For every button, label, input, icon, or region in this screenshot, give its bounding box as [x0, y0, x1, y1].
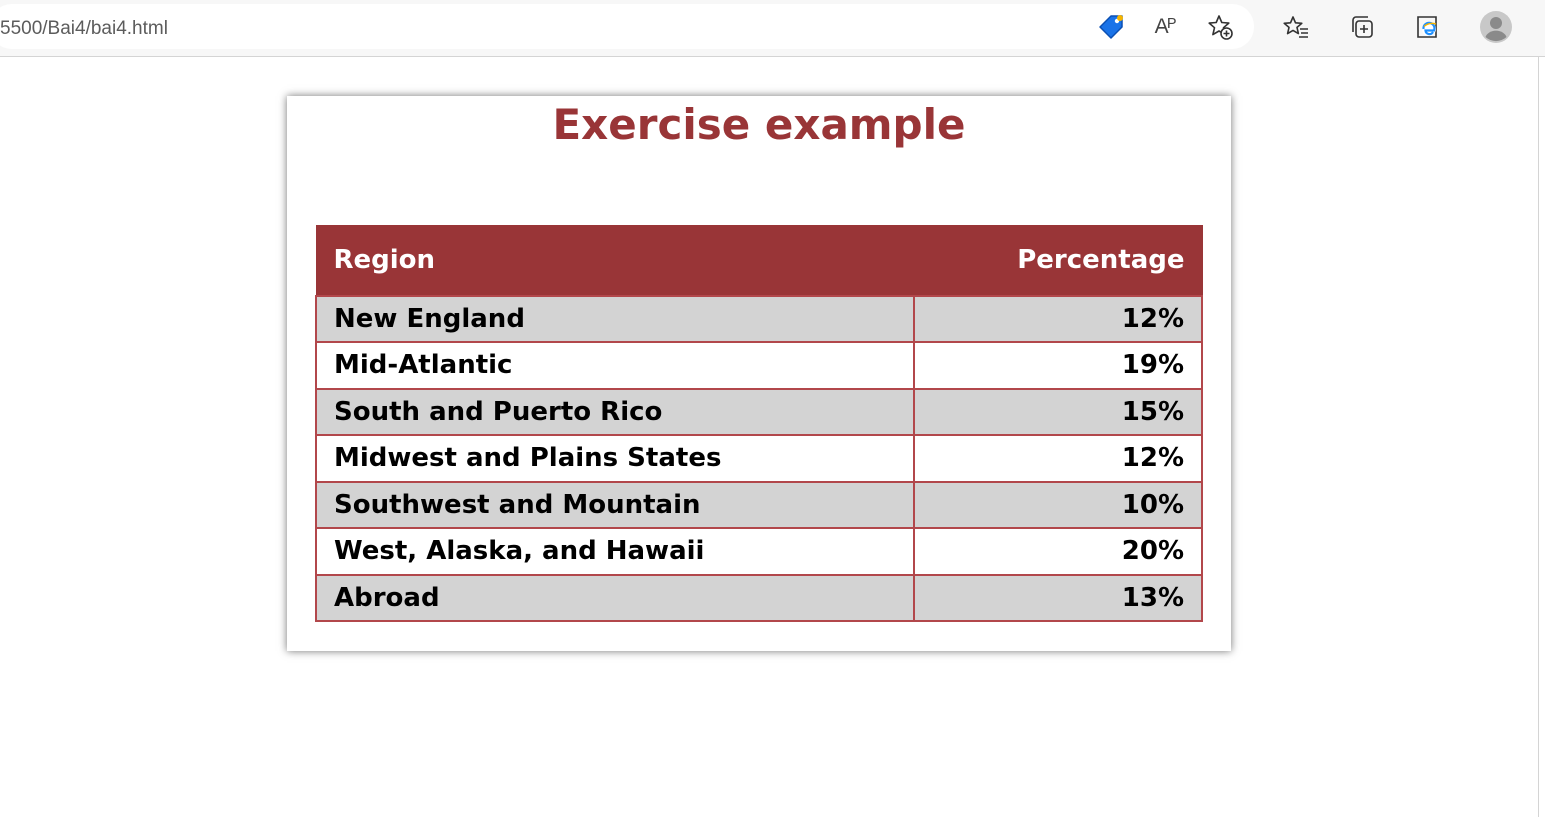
- region-cell: South and Puerto Rico: [315, 387, 915, 436]
- percentage-cell: 19%: [913, 341, 1203, 390]
- address-bar[interactable]: 5500/Bai4/bai4.html: [0, 4, 1254, 49]
- table-row: New England 12%: [315, 294, 1203, 343]
- table-row: Mid-Atlantic 19%: [315, 341, 1203, 390]
- collections-icon[interactable]: [1345, 10, 1379, 44]
- percentage-cell: 13%: [913, 573, 1203, 622]
- read-aloud-label: Aᴾ: [1154, 15, 1177, 38]
- header-percentage: Percentage: [913, 225, 1203, 296]
- region-cell: Mid-Atlantic: [315, 341, 915, 390]
- region-table: Region Percentage New England 12% Mid-At…: [315, 225, 1203, 622]
- percentage-cell: 15%: [913, 387, 1203, 436]
- table-row: Abroad 13%: [315, 573, 1203, 622]
- table-row: West, Alaska, and Hawaii 20%: [315, 527, 1203, 576]
- percentage-cell: 10%: [913, 480, 1203, 529]
- url-text[interactable]: 5500/Bai4/bai4.html: [0, 18, 168, 39]
- favorites-icon[interactable]: [1279, 10, 1313, 44]
- table-header-row: Region Percentage: [315, 225, 1203, 296]
- add-favorite-icon[interactable]: [1203, 10, 1237, 44]
- content-card: Exercise example Region Percentage New E…: [287, 96, 1231, 651]
- page-title: Exercise example: [552, 100, 966, 149]
- browser-toolbar: 5500/Bai4/bai4.html Aᴾ: [0, 0, 1545, 57]
- read-aloud-icon[interactable]: Aᴾ: [1148, 10, 1182, 44]
- header-region: Region: [315, 225, 915, 296]
- table-row: Southwest and Mountain 10%: [315, 480, 1203, 529]
- region-cell: West, Alaska, and Hawaii: [315, 527, 915, 576]
- table-row: Midwest and Plains States 12%: [315, 434, 1203, 483]
- region-cell: Abroad: [315, 573, 915, 622]
- ie-mode-icon[interactable]: [1410, 10, 1444, 44]
- percentage-cell: 12%: [913, 294, 1203, 343]
- region-cell: Midwest and Plains States: [315, 434, 915, 483]
- table-row: South and Puerto Rico 15%: [315, 387, 1203, 436]
- profile-avatar-icon[interactable]: [1479, 10, 1513, 44]
- percentage-cell: 12%: [913, 434, 1203, 483]
- region-cell: New England: [315, 294, 915, 343]
- scrollbar-track[interactable]: [1538, 57, 1545, 817]
- region-cell: Southwest and Mountain: [315, 480, 915, 529]
- tag-icon[interactable]: [1094, 10, 1128, 44]
- percentage-cell: 20%: [913, 527, 1203, 576]
